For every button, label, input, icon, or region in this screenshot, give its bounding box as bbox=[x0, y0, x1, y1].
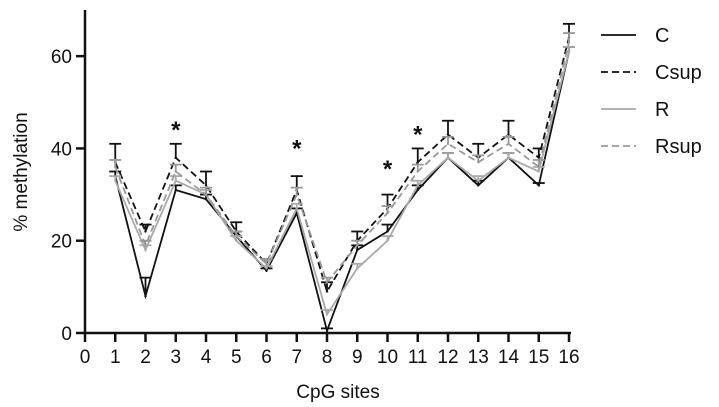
data-point bbox=[416, 161, 419, 164]
x-tick-label: 6 bbox=[261, 347, 272, 368]
series-C bbox=[109, 46, 575, 334]
data-point bbox=[386, 211, 389, 215]
x-tick-label: 13 bbox=[468, 347, 489, 368]
data-point bbox=[567, 50, 571, 53]
significance-star: * bbox=[292, 135, 302, 162]
data-point bbox=[537, 165, 540, 169]
significance-star: * bbox=[383, 156, 393, 183]
series-line bbox=[114, 42, 570, 285]
legend-item-C: C bbox=[601, 25, 669, 47]
data-point bbox=[265, 267, 268, 270]
data-point bbox=[144, 230, 147, 233]
data-point bbox=[204, 197, 208, 201]
x-tick-label: 10 bbox=[377, 347, 398, 368]
legend-label: R bbox=[655, 99, 669, 121]
x-tick-label: 14 bbox=[498, 347, 520, 368]
series-R bbox=[109, 46, 575, 317]
data-point bbox=[386, 239, 389, 242]
legend: C Csup R Rsup bbox=[601, 25, 702, 158]
data-point bbox=[144, 244, 147, 247]
data-point bbox=[204, 184, 208, 187]
significance-star: * bbox=[413, 122, 423, 149]
y-tick-label: 0 bbox=[61, 324, 72, 345]
data-point bbox=[356, 248, 359, 252]
data-point bbox=[537, 184, 540, 187]
data-point bbox=[265, 269, 268, 272]
data-point bbox=[446, 142, 450, 146]
data-point bbox=[416, 188, 419, 192]
data-point bbox=[235, 234, 238, 238]
data-point bbox=[537, 156, 540, 159]
data-point bbox=[174, 170, 177, 173]
x-tick-label: 3 bbox=[170, 347, 181, 368]
data-point bbox=[114, 165, 117, 169]
y-axis-title: % methylation bbox=[11, 112, 32, 231]
data-point bbox=[507, 133, 510, 136]
series-layer bbox=[109, 22, 575, 334]
data-point bbox=[174, 179, 177, 182]
x-tick-label: 16 bbox=[558, 347, 579, 368]
data-point bbox=[477, 179, 480, 182]
x-tick-label: 12 bbox=[437, 347, 458, 368]
data-point bbox=[174, 188, 177, 192]
legend-item-Rsup: Rsup bbox=[601, 136, 702, 158]
x-axis-title: CpG sites bbox=[296, 382, 379, 403]
data-point bbox=[567, 41, 571, 44]
data-point bbox=[325, 329, 329, 332]
series-Rsup bbox=[109, 32, 575, 285]
x-tick-label: 0 bbox=[80, 347, 91, 368]
data-point bbox=[325, 313, 329, 316]
data-point bbox=[356, 267, 359, 270]
x-tick-label: 5 bbox=[231, 347, 242, 368]
data-point bbox=[477, 184, 480, 187]
legend-item-Csup: Csup bbox=[601, 62, 702, 84]
data-point bbox=[386, 230, 389, 233]
data-point bbox=[477, 161, 480, 164]
series-line bbox=[114, 51, 570, 317]
series-Csup bbox=[109, 22, 575, 294]
data-point bbox=[507, 142, 510, 146]
y-tick-label: 60 bbox=[51, 47, 72, 68]
data-point bbox=[204, 193, 208, 196]
data-point bbox=[265, 262, 268, 265]
x-tick-label: 4 bbox=[201, 347, 212, 368]
data-point bbox=[446, 156, 450, 159]
x-tick-label: 1 bbox=[110, 347, 121, 368]
legend-label: Csup bbox=[655, 62, 702, 84]
data-point bbox=[325, 281, 329, 284]
data-point bbox=[537, 170, 540, 173]
data-point bbox=[235, 239, 238, 242]
data-point bbox=[416, 170, 419, 173]
x-tick-label: 8 bbox=[322, 347, 333, 368]
data-point bbox=[507, 156, 510, 159]
data-point bbox=[144, 248, 147, 252]
data-point bbox=[295, 193, 298, 196]
data-point bbox=[174, 156, 177, 159]
x-tick-label: 2 bbox=[140, 347, 151, 368]
legend-label: C bbox=[655, 25, 669, 47]
data-point bbox=[295, 207, 298, 210]
x-tick-label: 7 bbox=[291, 347, 302, 368]
series-line bbox=[114, 51, 570, 334]
data-point bbox=[356, 244, 359, 247]
x-tick-label: 15 bbox=[528, 347, 549, 368]
y-tick-label: 20 bbox=[51, 232, 72, 253]
significance-star: * bbox=[171, 117, 181, 144]
data-point bbox=[416, 184, 419, 187]
legend-item-R: R bbox=[601, 99, 669, 121]
y-tick-label: 40 bbox=[51, 139, 72, 160]
data-point bbox=[446, 133, 450, 136]
data-point bbox=[325, 290, 329, 293]
data-point bbox=[114, 179, 117, 182]
series-line bbox=[114, 37, 570, 294]
legend-label: Rsup bbox=[655, 136, 702, 158]
data-point bbox=[144, 294, 147, 298]
x-tick-label: 11 bbox=[408, 347, 428, 368]
annotation-layer: * * * * bbox=[171, 117, 423, 183]
x-tick-label: 9 bbox=[352, 347, 363, 368]
